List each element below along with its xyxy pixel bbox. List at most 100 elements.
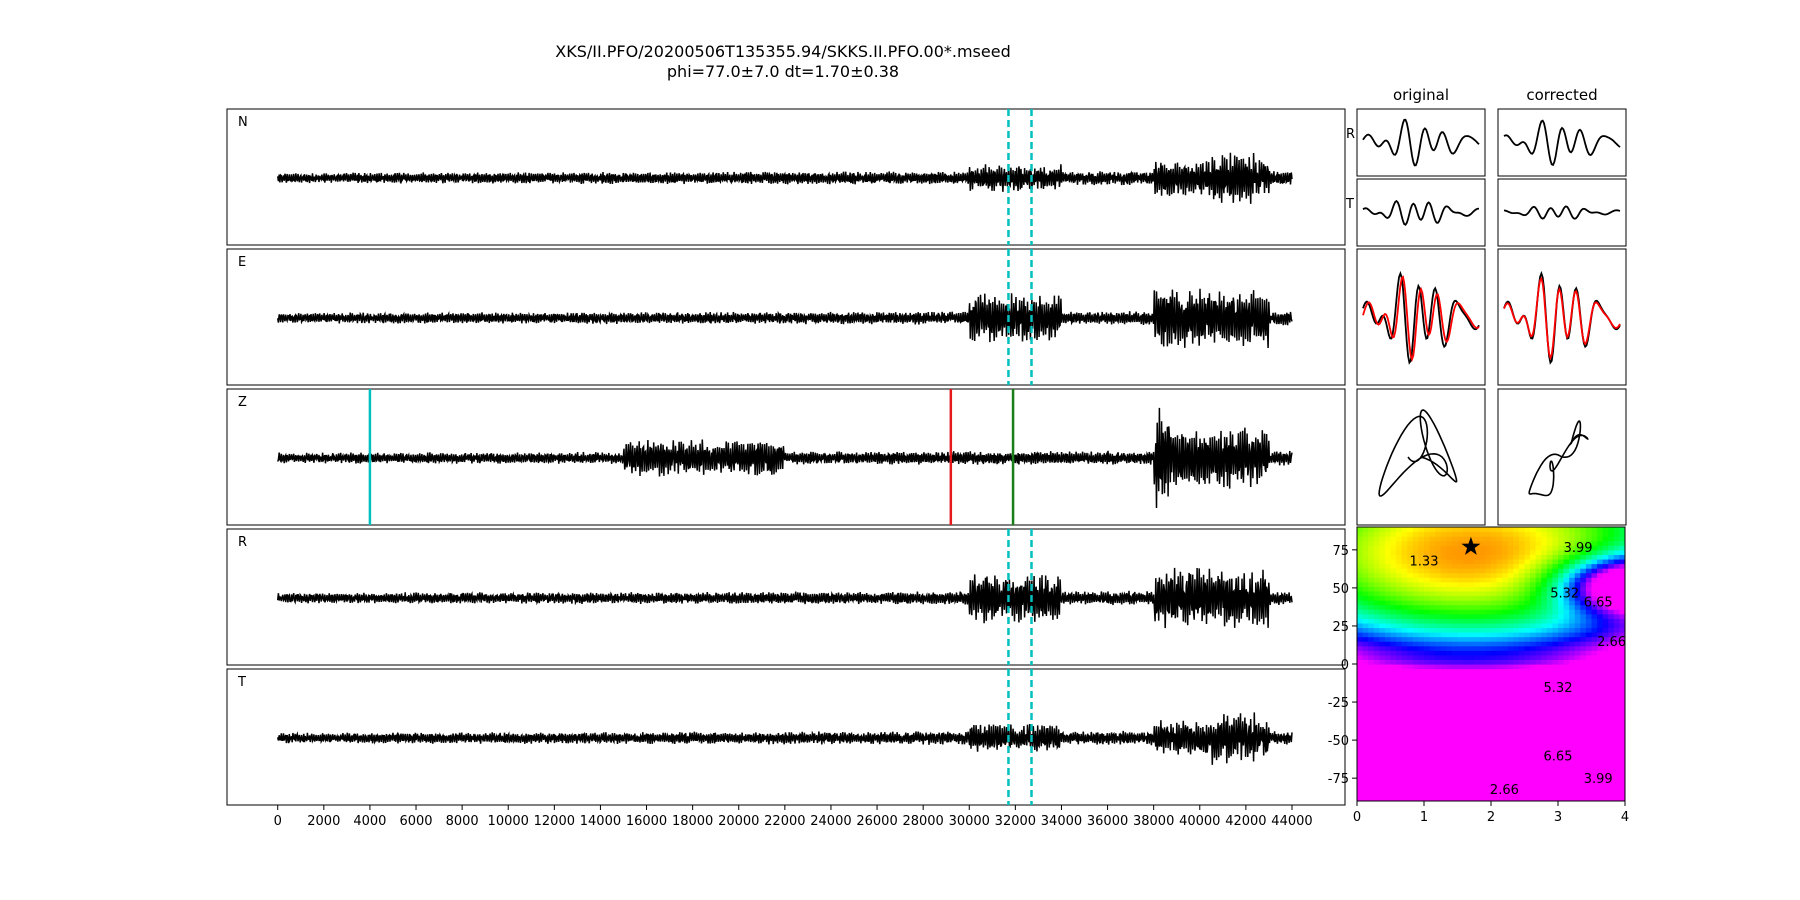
heatmap-cell (1513, 718, 1520, 724)
heatmap-cell (1613, 782, 1621, 788)
heatmap-cell (1513, 668, 1520, 674)
heatmap-cell (1407, 741, 1414, 747)
heatmap-cell (1591, 636, 1598, 642)
err-y-tick-label: 75 (1332, 544, 1349, 559)
heatmap-cell (1530, 791, 1537, 798)
heatmap-cell (1552, 563, 1559, 569)
heatmap-cell (1457, 549, 1464, 555)
heatmap-cell (1569, 554, 1576, 560)
heatmap-cell (1379, 563, 1386, 569)
heatmap-cell (1546, 604, 1554, 610)
heatmap-cell (1390, 691, 1397, 697)
heatmap-cell (1563, 545, 1570, 551)
heatmap-cell (1379, 773, 1386, 779)
heatmap-cell (1457, 764, 1464, 770)
heatmap-cell (1379, 673, 1386, 679)
heatmap-cell (1513, 700, 1520, 706)
heatmap-cell (1463, 791, 1470, 798)
heatmap-cell (1357, 549, 1364, 555)
heatmap-cell (1401, 759, 1408, 766)
heatmap-cell (1613, 764, 1621, 770)
heatmap-cell (1569, 650, 1576, 656)
heatmap-cell (1390, 627, 1397, 633)
heatmap-cell (1451, 727, 1459, 734)
heatmap-cell (1357, 755, 1364, 761)
heatmap-cell (1368, 654, 1375, 661)
heatmap-cell (1440, 727, 1447, 734)
heatmap-cell (1513, 691, 1520, 697)
heatmap-cell (1602, 723, 1609, 729)
heatmap-cell (1552, 654, 1559, 661)
heatmap-cell (1513, 595, 1520, 601)
heatmap-cell (1418, 659, 1425, 665)
heatmap-cell (1474, 540, 1481, 546)
heatmap-cell (1597, 746, 1604, 752)
heatmap-cell (1546, 737, 1554, 743)
heatmap-cell (1518, 641, 1526, 647)
heatmap-cell (1418, 600, 1425, 606)
heatmap-cell (1451, 618, 1459, 624)
heatmap-cell (1524, 645, 1531, 651)
heatmap-cell (1530, 618, 1537, 624)
heatmap-cell (1446, 590, 1453, 597)
heatmap-cell (1396, 531, 1403, 537)
heatmap-cell (1418, 618, 1425, 624)
heatmap-cell (1384, 664, 1392, 670)
heatmap-cell (1474, 718, 1481, 724)
heatmap-cell (1597, 695, 1604, 702)
heatmap-cell (1552, 632, 1559, 638)
heatmap-cell (1518, 691, 1526, 697)
heatmap-cell (1558, 709, 1565, 715)
heatmap-cell (1401, 527, 1408, 533)
heatmap-cell (1451, 782, 1459, 788)
heatmap-cell (1429, 778, 1436, 784)
heatmap-cell (1451, 769, 1459, 775)
heatmap-cell (1457, 746, 1464, 752)
heatmap-cell (1518, 737, 1526, 743)
heatmap-cell (1390, 714, 1397, 720)
heatmap-cell (1412, 563, 1420, 569)
heatmap-cell (1580, 741, 1587, 747)
heatmap-cell (1530, 604, 1537, 610)
heatmap-cell (1574, 581, 1581, 587)
heatmap-cell (1619, 572, 1625, 578)
heatmap-cell (1418, 577, 1425, 583)
heatmap-cell (1373, 654, 1380, 661)
heatmap-cell (1585, 558, 1593, 565)
heatmap-cell (1429, 705, 1436, 711)
heatmap-cell (1496, 764, 1503, 770)
heatmap-cell (1585, 705, 1593, 711)
heatmap-cell (1407, 609, 1414, 615)
heatmap-cell (1546, 677, 1554, 683)
contour-label: 5.32 (1550, 586, 1579, 601)
heatmap-cell (1379, 727, 1386, 734)
heatmap-cell (1507, 600, 1514, 606)
heatmap-cell (1479, 673, 1487, 679)
heatmap-cell (1451, 732, 1459, 738)
heatmap-cell (1463, 714, 1470, 720)
heatmap-cell (1513, 755, 1520, 761)
heatmap-cell (1440, 773, 1447, 779)
heatmap-cell (1457, 677, 1464, 683)
heatmap-cell (1379, 531, 1386, 537)
heatmap-cell (1569, 540, 1576, 546)
heatmap-cell (1379, 723, 1386, 729)
heatmap-cell (1569, 609, 1576, 615)
heatmap-cell (1429, 764, 1436, 770)
heatmap-cell (1569, 750, 1576, 756)
heatmap-cell (1457, 590, 1464, 597)
heatmap-cell (1585, 641, 1593, 647)
x-tick-label: 26000 (856, 814, 897, 829)
heatmap-cell (1424, 705, 1431, 711)
heatmap-cell (1401, 645, 1408, 651)
heatmap-cell (1574, 577, 1581, 583)
heatmap-cell (1384, 746, 1392, 752)
heatmap-cell (1457, 622, 1464, 629)
heatmap-cell (1597, 627, 1604, 633)
heatmap-cell (1396, 618, 1403, 624)
heatmap-cell (1373, 622, 1380, 629)
heatmap-cell (1396, 695, 1403, 702)
heatmap-cell (1424, 764, 1431, 770)
heatmap-cell (1446, 654, 1453, 661)
heatmap-cell (1602, 677, 1609, 683)
